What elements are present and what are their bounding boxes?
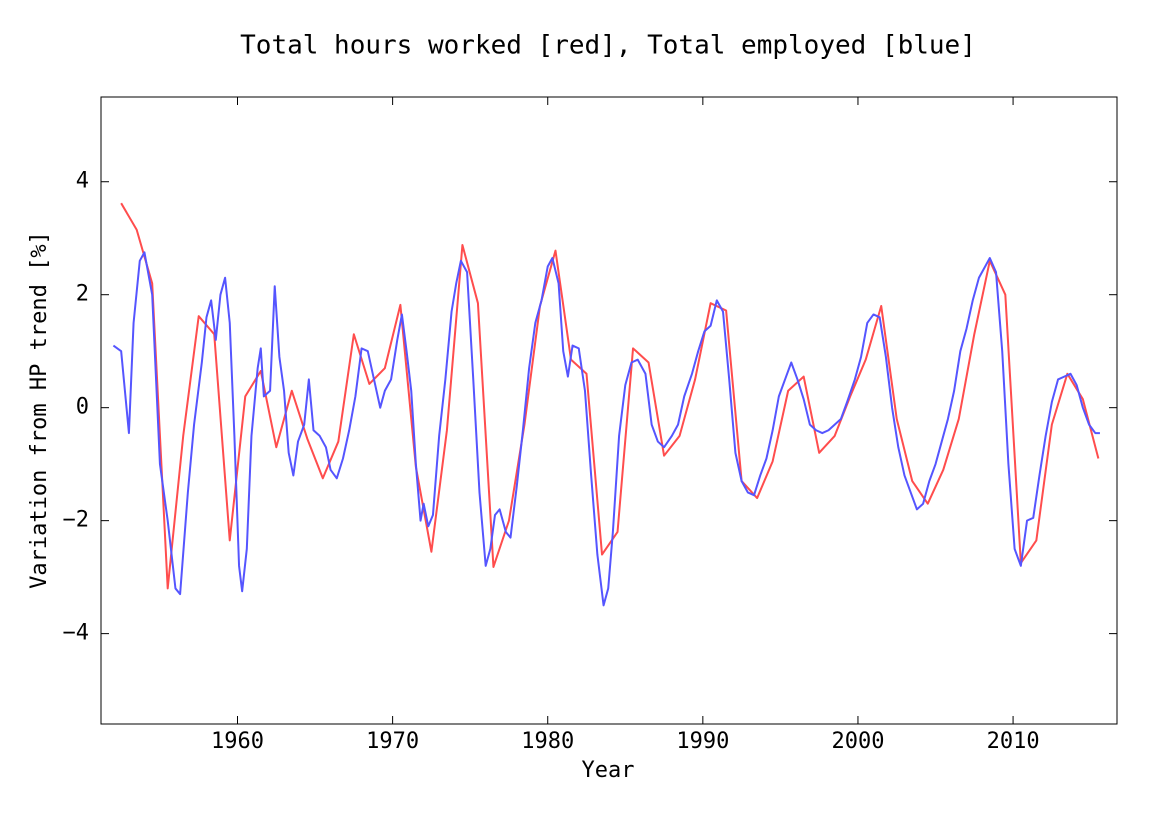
x-tick-label: 1960 <box>211 729 264 754</box>
plot-frame <box>100 96 1118 725</box>
y-axis-label: Variation from HP trend [%] <box>27 231 52 589</box>
line-series <box>120 202 1100 590</box>
line-series <box>112 251 1100 607</box>
y-tick-label: −4 <box>63 621 90 646</box>
chart-title: Total hours worked [red], Total employed… <box>240 31 976 61</box>
x-axis-label: Year <box>582 758 635 783</box>
x-tick-label: 2000 <box>831 729 884 754</box>
y-tick-label: 0 <box>76 395 89 420</box>
x-tick-label: 2010 <box>987 729 1040 754</box>
x-tick-label: 1980 <box>521 729 574 754</box>
y-tick-label: −2 <box>63 508 90 533</box>
x-tick-label: 1970 <box>366 729 419 754</box>
x-tick-label: 1990 <box>676 729 729 754</box>
y-tick-label: 2 <box>76 282 89 307</box>
y-tick-label: 4 <box>76 169 89 194</box>
